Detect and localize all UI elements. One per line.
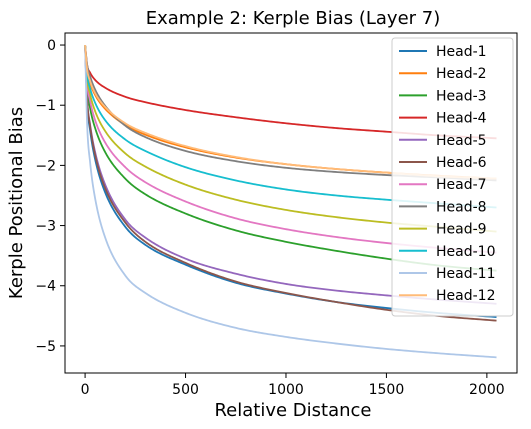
legend-label: Head-10 (436, 244, 495, 260)
series-line-head-11 (84, 44, 497, 359)
series-line-head-7 (84, 44, 497, 254)
legend-label: Head-9 (436, 222, 487, 238)
y-tick-label: −2 (35, 158, 56, 174)
axes-layer: 0 500 1000 1500 2000 0 −1 −2 −3 −4 −5 (35, 38, 504, 398)
y-tick-label: −4 (35, 279, 56, 295)
y-tick-label: −3 (35, 219, 56, 235)
x-axis-label: Relative Distance (214, 400, 371, 421)
series-layer (84, 44, 497, 359)
x-tick-label: 0 (81, 382, 90, 398)
y-axis-label: Kerple Positional Bias (6, 107, 27, 299)
y-tick-label: 0 (47, 38, 56, 54)
y-tick-label: −1 (35, 98, 56, 114)
series-line-head-9 (84, 44, 497, 233)
legend-label: Head-2 (436, 66, 487, 82)
series-line-head-10 (84, 44, 497, 209)
legend-label: Head-6 (436, 155, 487, 171)
legend-box (391, 37, 514, 317)
x-tick-label: 1000 (268, 382, 304, 398)
legend-label: Head-5 (436, 133, 487, 149)
legend-label: Head-8 (436, 199, 487, 215)
chart-title: Example 2: Kerple Bias (Layer 7) (146, 8, 441, 29)
legend-label: Head-11 (436, 266, 495, 282)
legend: Head-1 Head-2 Head-3 Head-4 Head-5 Head-6 Head… (391, 37, 514, 317)
series-line-head-6 (84, 44, 497, 322)
legend-label: Head-3 (436, 88, 487, 104)
y-tick-label: −5 (35, 339, 56, 355)
series-line-head-8 (84, 44, 497, 182)
x-tick-label: 500 (172, 382, 199, 398)
series-line-head-1 (84, 44, 497, 318)
legend-label: Head-7 (436, 177, 487, 193)
series-line-head-4 (84, 44, 497, 140)
series-line-head-3 (84, 44, 497, 272)
legend-label: Head-1 (436, 44, 487, 60)
x-tick-label: 2000 (469, 382, 505, 398)
legend-label: Head-12 (436, 288, 495, 304)
x-tick-label: 1500 (369, 382, 405, 398)
series-line-head-12 (84, 44, 497, 180)
legend-label: Head-4 (436, 111, 487, 127)
